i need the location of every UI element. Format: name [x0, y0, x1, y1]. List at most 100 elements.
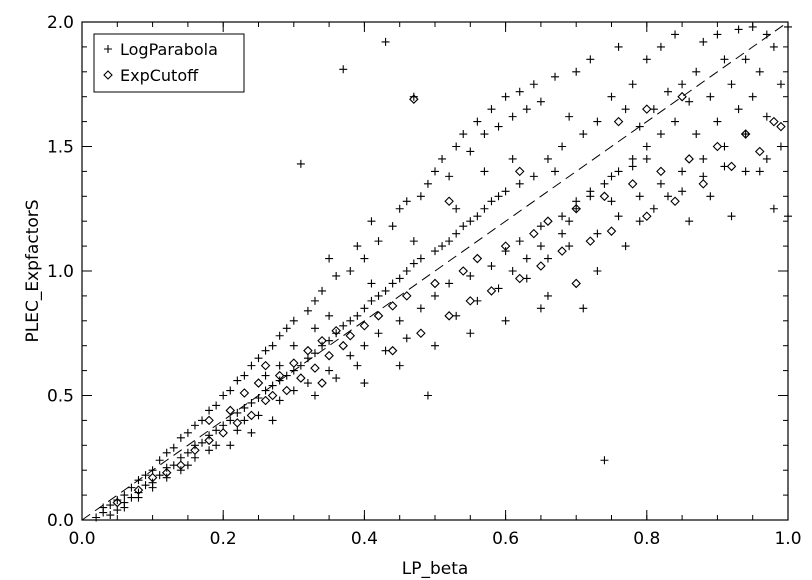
- data-point-plus: [282, 324, 291, 333]
- data-point-diamond: [345, 330, 356, 341]
- data-point-plus: [275, 396, 284, 405]
- data-point-plus: [699, 172, 708, 181]
- data-point-plus: [176, 466, 185, 475]
- data-point-plus: [332, 374, 341, 383]
- data-point-plus: [141, 471, 150, 480]
- data-point-plus: [755, 67, 764, 76]
- data-point-plus: [289, 341, 298, 350]
- data-point-diamond: [444, 311, 454, 321]
- data-point-plus: [593, 267, 602, 275]
- data-point-diamond: [331, 325, 341, 336]
- data-point-plus: [699, 37, 708, 46]
- data-point-plus: [423, 179, 432, 188]
- legend-marker-plus: [104, 45, 112, 53]
- data-point-diamond: [204, 415, 214, 426]
- data-point-plus: [367, 279, 376, 288]
- data-point-plus: [551, 167, 560, 176]
- data-point-plus: [381, 286, 390, 295]
- data-point-plus: [607, 197, 616, 206]
- data-point-diamond: [726, 161, 737, 172]
- data-point-diamond: [740, 129, 751, 139]
- data-point-plus: [579, 304, 588, 313]
- data-point-plus: [593, 117, 602, 126]
- data-point-plus: [127, 493, 136, 502]
- data-point-plus: [741, 167, 750, 176]
- data-point-plus: [353, 311, 362, 320]
- data-point-plus: [445, 279, 454, 288]
- data-point-plus: [741, 130, 750, 139]
- data-point-plus: [226, 416, 235, 425]
- y-axis-label: PLEC_ExpfactorS: [23, 199, 43, 342]
- data-point-plus: [332, 329, 341, 338]
- data-point-plus: [190, 453, 199, 462]
- data-point-plus: [247, 398, 256, 407]
- x-tick-label: 0.6: [492, 529, 519, 549]
- data-point-diamond: [260, 395, 271, 406]
- data-point-diamond: [599, 191, 610, 202]
- data-point-plus: [360, 379, 369, 388]
- data-point-plus: [494, 192, 503, 201]
- data-point-diamond: [317, 335, 327, 346]
- data-point-plus: [473, 117, 482, 126]
- data-point-diamond: [409, 94, 419, 104]
- data-point-diamond: [514, 273, 525, 284]
- data-point-plus: [536, 222, 545, 231]
- data-point-plus: [395, 361, 404, 370]
- data-point-plus: [727, 80, 736, 89]
- data-point-plus: [113, 496, 122, 505]
- data-point-diamond: [267, 390, 278, 401]
- data-point-plus: [734, 25, 743, 34]
- data-point-diamond: [317, 378, 327, 388]
- data-point-plus: [367, 217, 376, 226]
- data-point-plus: [769, 42, 778, 51]
- data-point-plus: [310, 324, 319, 333]
- data-point-plus: [219, 391, 228, 400]
- data-point-plus: [466, 217, 475, 226]
- data-point-plus: [671, 30, 680, 39]
- data-point-diamond: [303, 345, 313, 356]
- data-point-plus: [120, 503, 129, 512]
- data-point-plus: [261, 371, 270, 380]
- data-point-plus: [353, 242, 362, 251]
- data-point-plus: [649, 204, 658, 213]
- data-point-plus: [614, 167, 623, 176]
- data-point-plus: [494, 122, 503, 131]
- data-point-plus: [402, 267, 411, 275]
- data-point-plus: [543, 291, 552, 300]
- data-point-diamond: [613, 116, 624, 127]
- data-point-diamond: [698, 179, 709, 189]
- data-point-diamond: [536, 261, 546, 271]
- data-point-plus: [572, 204, 581, 213]
- data-point-plus: [346, 351, 355, 360]
- data-point-plus: [423, 391, 432, 400]
- y-tick-label: 1.0: [47, 262, 74, 282]
- data-point-diamond: [430, 278, 440, 289]
- data-point-plus: [233, 426, 242, 435]
- x-tick-label: 0.4: [351, 529, 378, 549]
- data-point-plus: [621, 105, 630, 114]
- data-point-plus: [600, 456, 609, 465]
- data-point-plus: [212, 426, 221, 435]
- data-point-plus: [635, 217, 644, 226]
- data-point-plus: [508, 112, 517, 121]
- data-point-plus: [113, 506, 122, 515]
- data-point-plus: [515, 87, 524, 96]
- data-point-plus: [395, 274, 404, 283]
- data-point-plus: [438, 154, 447, 163]
- data-point-plus: [416, 254, 425, 263]
- data-point-plus: [480, 204, 489, 213]
- data-point-plus: [558, 142, 567, 151]
- data-point-plus: [762, 112, 771, 121]
- data-point-diamond: [500, 241, 511, 251]
- data-point-diamond: [571, 278, 581, 289]
- data-point-plus: [155, 456, 164, 465]
- data-point-plus: [120, 491, 129, 500]
- data-point-plus: [642, 154, 651, 163]
- data-point-plus: [565, 217, 574, 226]
- data-point-plus: [628, 80, 637, 89]
- data-point-plus: [572, 197, 581, 206]
- data-point-plus: [431, 167, 439, 176]
- data-point-diamond: [176, 460, 186, 470]
- data-point-plus: [515, 237, 524, 246]
